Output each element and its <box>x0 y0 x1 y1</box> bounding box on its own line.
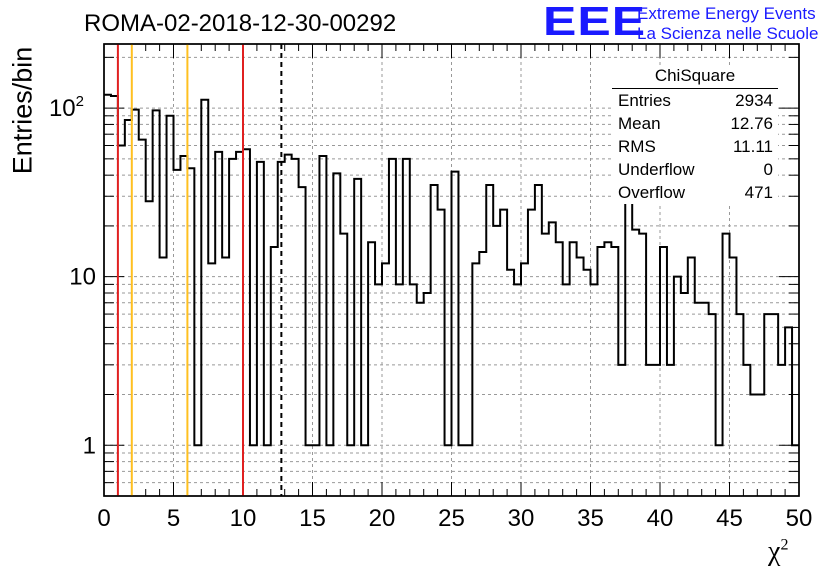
y-tick-label: 102 <box>49 93 84 122</box>
x-tick-label: 50 <box>786 505 813 532</box>
x-tick-label: 10 <box>230 505 257 532</box>
stats-row-underflow: Underflow 0 <box>618 160 773 179</box>
y-tick-label: 10 <box>69 264 96 291</box>
stats-row-overflow: Overflow 471 <box>618 183 773 202</box>
stats-box: ChiSquare Entries 2934 Mean 12.76 RMS 11.11… <box>612 66 778 204</box>
x-tick-label: 35 <box>577 505 604 532</box>
plot-frame-top <box>103 43 800 497</box>
x-tick-label: 5 <box>167 505 180 532</box>
chart-title: ROMA-02-2018-12-30-00292 <box>84 10 397 37</box>
y-tick-label: 1 <box>83 432 96 459</box>
logo-caption-line2: La Scienza nelle Scuole <box>637 24 819 43</box>
stats-row-rms: RMS 11.11 <box>618 137 773 156</box>
x-axis-label: χ2 <box>768 536 789 567</box>
x-tick-label: 20 <box>369 505 396 532</box>
x-tick-label: 30 <box>508 505 535 532</box>
eee-logo: EEE <box>543 0 647 44</box>
x-tick-label: 45 <box>716 505 743 532</box>
stats-row-entries: Entries 2934 <box>618 91 773 110</box>
x-tick-label: 0 <box>97 505 110 532</box>
x-tick-label: 25 <box>438 505 465 532</box>
x-tick-label: 15 <box>299 505 326 532</box>
x-tick-label: 40 <box>647 505 674 532</box>
stats-row-mean: Mean 12.76 <box>618 114 773 133</box>
histogram-series <box>104 93 799 447</box>
stats-name: ChiSquare <box>612 66 778 89</box>
y-axis-label: Entries/bin <box>7 46 38 175</box>
logo-caption-line1: Extreme Energy Events <box>637 4 816 23</box>
